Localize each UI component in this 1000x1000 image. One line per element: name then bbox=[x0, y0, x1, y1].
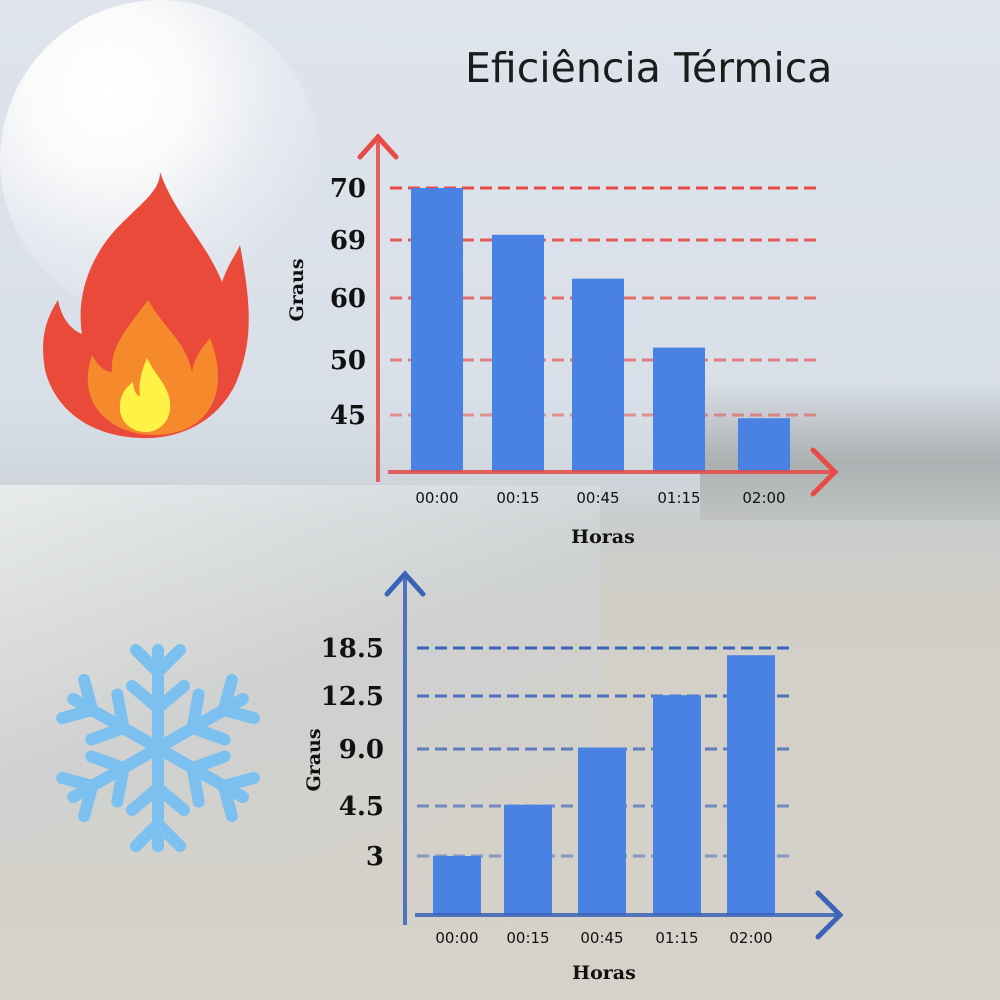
sea-background bbox=[0, 485, 600, 865]
y-tick-label: 69 bbox=[330, 226, 366, 256]
x-tick-label: 00:45 bbox=[576, 489, 619, 507]
bar bbox=[572, 278, 624, 472]
page-title: Eficiência Térmica bbox=[465, 44, 833, 92]
x-tick-label: 00:15 bbox=[506, 929, 549, 947]
fire-icon bbox=[43, 172, 249, 439]
y-tick-label: 60 bbox=[330, 284, 366, 314]
snowflake-icon bbox=[60, 644, 256, 846]
y-axis-title: Graus bbox=[303, 728, 325, 791]
x-tick-label: 00:00 bbox=[435, 929, 478, 947]
y-axis-arrow bbox=[384, 570, 426, 597]
x-axis-arrow bbox=[815, 890, 844, 940]
cold-bar-chart: 18.5 12.5 9.0 4.5 3 00:00 00:15 00:45 01:15 02:00… bbox=[303, 570, 844, 984]
y-tick-label: 70 bbox=[330, 174, 366, 204]
y-axis-title: Graus bbox=[286, 258, 308, 321]
x-axis-title: Horas bbox=[572, 962, 636, 984]
x-axis-title: Horas bbox=[571, 526, 635, 548]
x-tick-label: 02:00 bbox=[729, 929, 772, 947]
bar bbox=[578, 747, 626, 915]
x-tick-label: 00:45 bbox=[580, 929, 623, 947]
x-tick-label: 00:15 bbox=[496, 489, 539, 507]
x-tick-label: 01:15 bbox=[655, 929, 698, 947]
bar bbox=[653, 695, 701, 915]
y-tick-label: 18.5 bbox=[321, 634, 384, 664]
y-axis-arrow bbox=[357, 133, 399, 160]
bar bbox=[504, 804, 552, 915]
y-tick-label: 4.5 bbox=[339, 792, 384, 822]
y-tick-label: 50 bbox=[330, 346, 366, 376]
x-tick-label: 01:15 bbox=[657, 489, 700, 507]
x-axis-arrow bbox=[810, 447, 839, 497]
bar bbox=[727, 655, 775, 915]
y-tick-label: 3 bbox=[366, 842, 384, 872]
hot-bar-chart: 70 69 60 50 45 00:00 00:15 00:45 01:15 02:00 Horas… bbox=[286, 133, 839, 548]
y-tick-label: 9.0 bbox=[339, 735, 384, 765]
x-tick-label: 00:00 bbox=[415, 489, 458, 507]
bar bbox=[653, 347, 705, 472]
bar bbox=[738, 418, 790, 472]
bar bbox=[411, 188, 463, 472]
y-tick-label: 45 bbox=[330, 401, 366, 431]
bar bbox=[492, 234, 544, 472]
y-tick-label: 12.5 bbox=[321, 682, 384, 712]
bar bbox=[433, 856, 481, 915]
x-tick-label: 02:00 bbox=[742, 489, 785, 507]
